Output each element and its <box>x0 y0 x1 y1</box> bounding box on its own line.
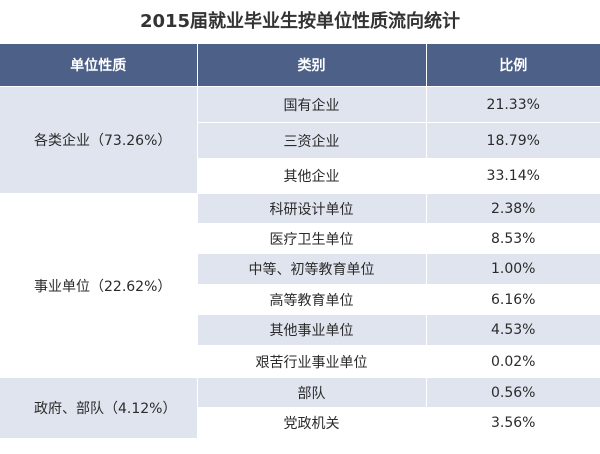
percent-cell: 0.56% <box>426 377 600 408</box>
table-row: 高等教育单位 6.16% <box>0 284 600 315</box>
percent-cell: 18.79% <box>426 122 600 159</box>
category-cell: 部队 <box>197 377 427 408</box>
percent-cell: 8.53% <box>426 223 600 254</box>
table-row: 党政机关 3.56% <box>0 407 600 438</box>
category-cell: 其他企业 <box>197 158 427 194</box>
percent-cell: 4.53% <box>426 314 600 346</box>
category-cell: 艰苦行业事业单位 <box>197 345 427 378</box>
percent-cell: 3.56% <box>426 407 600 438</box>
table-row: 政府、部队（4.12%） 部队 0.56% <box>0 377 600 438</box>
table-title: 2015届就业毕业生按单位性质流向统计 <box>139 11 461 32</box>
category-cell: 医疗卫生单位 <box>197 223 427 254</box>
table-row: 其他企业 33.14% <box>0 158 600 194</box>
table-row: 事业单位（22.62%） 科研设计单位 2.38% <box>0 193 600 378</box>
category-cell: 其他事业单位 <box>197 314 427 346</box>
table-row: 艰苦行业事业单位 0.02% <box>0 345 600 378</box>
percent-cell: 0.02% <box>426 345 600 378</box>
percent-cell: 2.38% <box>426 193 600 224</box>
group-label-government: 政府、部队（4.12%） <box>0 377 198 438</box>
percent-cell: 33.14% <box>426 158 600 194</box>
table-row: 三资企业 18.79% <box>0 122 600 159</box>
table-row: 各类企业（73.26%） 国有企业 21.33% <box>0 86 600 194</box>
statistics-table: 单位性质 类别 比例 各类企业（73.26%） 国有企业 21.33% 三资企业… <box>0 44 600 438</box>
category-cell: 高等教育单位 <box>197 284 427 315</box>
table-row: 医疗卫生单位 8.53% <box>0 223 600 254</box>
header-percent: 比例 <box>426 44 600 87</box>
category-cell: 中等、初等教育单位 <box>197 253 427 285</box>
header-row: 单位性质 类别 比例 <box>0 44 600 87</box>
header-category: 类别 <box>197 44 427 87</box>
group-label-institutions: 事业单位（22.62%） <box>0 193 198 378</box>
table-row: 中等、初等教育单位 1.00% <box>0 253 600 285</box>
category-cell: 国有企业 <box>197 86 427 123</box>
group-label-enterprises: 各类企业（73.26%） <box>0 86 198 194</box>
percent-cell: 6.16% <box>426 284 600 315</box>
category-cell: 科研设计单位 <box>197 193 427 224</box>
table-row: 其他事业单位 4.53% <box>0 314 600 346</box>
category-cell: 党政机关 <box>197 407 427 438</box>
category-cell: 三资企业 <box>197 122 427 159</box>
header-unit-type: 单位性质 <box>0 44 198 87</box>
percent-cell: 21.33% <box>426 86 600 123</box>
percent-cell: 1.00% <box>426 253 600 285</box>
